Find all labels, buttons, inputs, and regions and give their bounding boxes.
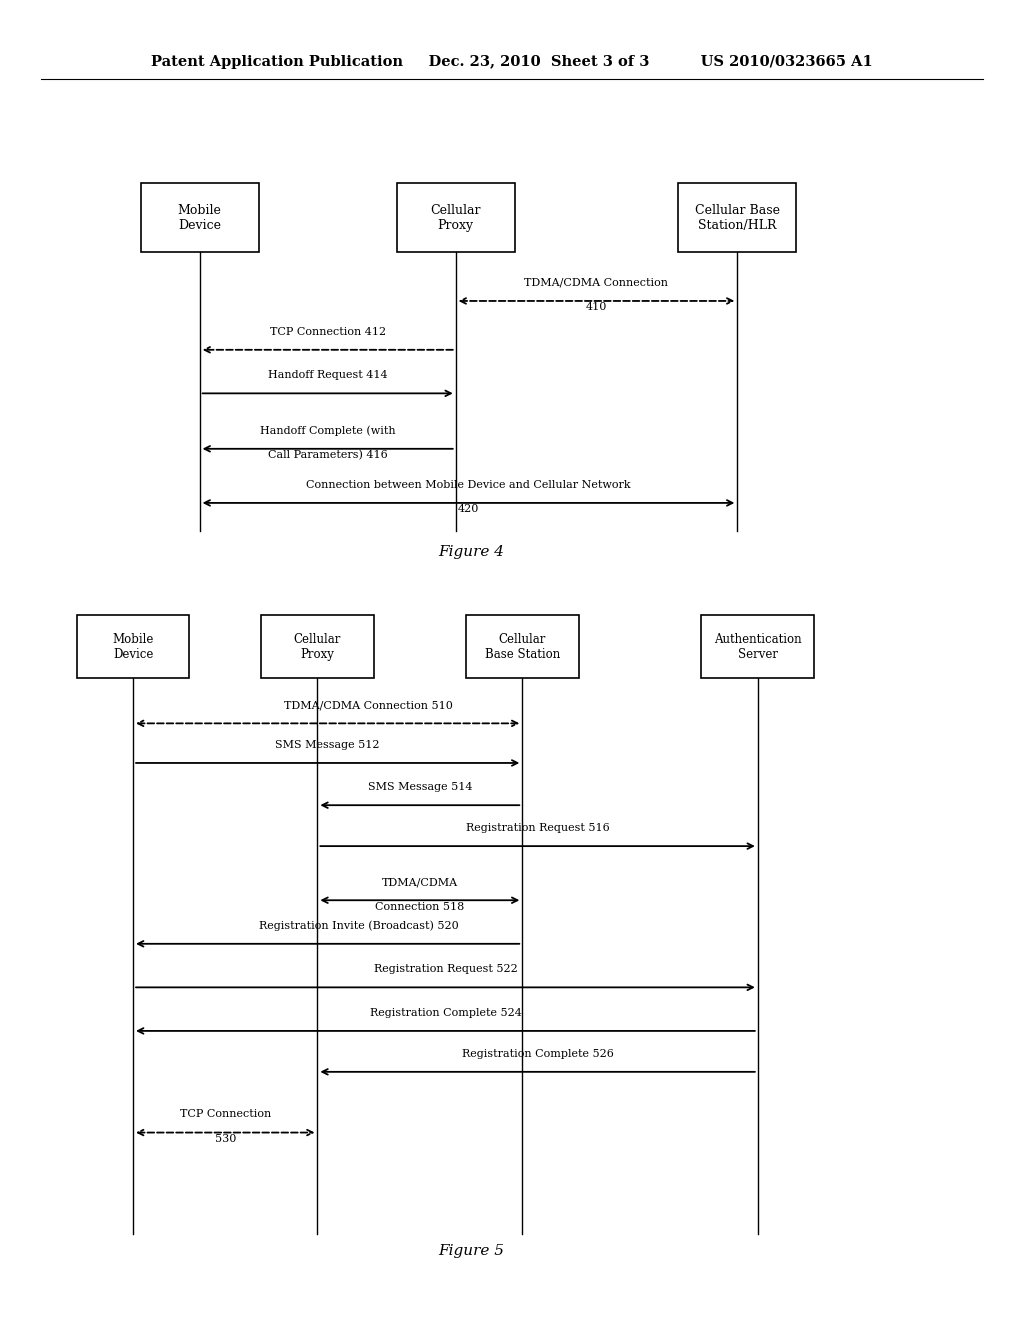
Text: Handoff Complete (with: Handoff Complete (with: [260, 425, 395, 436]
Text: TDMA/CDMA Connection: TDMA/CDMA Connection: [524, 277, 668, 288]
Text: Cellular Base
Station/HLR: Cellular Base Station/HLR: [694, 203, 780, 232]
Text: TDMA/CDMA Connection 510: TDMA/CDMA Connection 510: [285, 700, 453, 710]
Text: Cellular
Proxy: Cellular Proxy: [294, 632, 341, 661]
Bar: [77, 615, 189, 678]
Text: Mobile
Device: Mobile Device: [113, 632, 154, 661]
Bar: [466, 615, 579, 678]
Text: 420: 420: [458, 504, 478, 515]
Text: Figure 4: Figure 4: [438, 545, 504, 558]
Text: TCP Connection 412: TCP Connection 412: [269, 326, 386, 337]
Text: Registration Request 522: Registration Request 522: [374, 964, 517, 974]
Text: TCP Connection: TCP Connection: [179, 1109, 271, 1119]
Bar: [261, 615, 374, 678]
Text: 530: 530: [215, 1134, 236, 1144]
Bar: [141, 183, 258, 252]
Text: Connection 518: Connection 518: [375, 902, 465, 912]
Text: Call Parameters) 416: Call Parameters) 416: [268, 450, 387, 461]
Text: Registration Invite (Broadcast) 520: Registration Invite (Broadcast) 520: [258, 920, 459, 931]
Text: Registration Complete 526: Registration Complete 526: [462, 1048, 613, 1059]
Text: Mobile
Device: Mobile Device: [178, 203, 221, 232]
Text: SMS Message 514: SMS Message 514: [368, 781, 472, 792]
Text: Cellular
Base Station: Cellular Base Station: [484, 632, 560, 661]
Text: Patent Application Publication     Dec. 23, 2010  Sheet 3 of 3          US 2010/: Patent Application Publication Dec. 23, …: [152, 55, 872, 69]
Text: Handoff Request 414: Handoff Request 414: [268, 370, 387, 380]
Text: Cellular
Proxy: Cellular Proxy: [430, 203, 481, 232]
Bar: [701, 615, 814, 678]
Text: 410: 410: [586, 302, 606, 313]
Bar: [397, 183, 515, 252]
Text: Authentication
Server: Authentication Server: [714, 632, 802, 661]
Text: Registration Request 516: Registration Request 516: [466, 822, 609, 833]
Bar: [678, 183, 797, 252]
Text: Registration Complete 524: Registration Complete 524: [370, 1007, 521, 1018]
Text: Figure 5: Figure 5: [438, 1245, 504, 1258]
Text: TDMA/CDMA: TDMA/CDMA: [382, 876, 458, 887]
Text: Connection between Mobile Device and Cellular Network: Connection between Mobile Device and Cel…: [305, 479, 631, 490]
Text: SMS Message 512: SMS Message 512: [275, 739, 380, 750]
